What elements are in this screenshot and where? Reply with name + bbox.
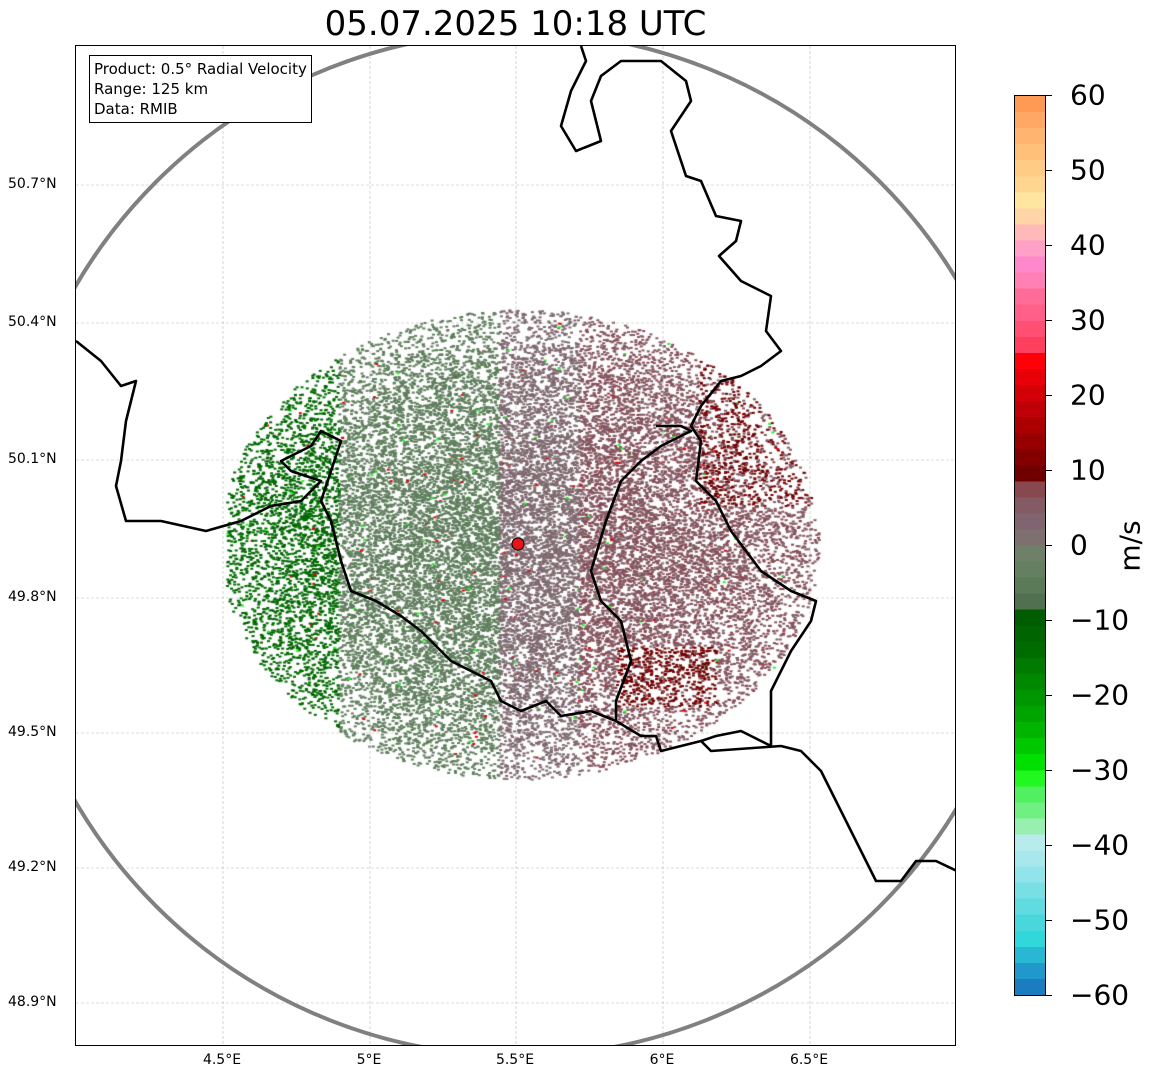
colorbar-tick-label: −50 <box>1070 903 1130 937</box>
colorbar-label: m/s <box>1113 520 1147 572</box>
lon-tick-label: 6.5°E <box>789 1052 829 1068</box>
map-axes <box>75 45 956 1046</box>
colorbar-tick <box>1046 95 1052 96</box>
border-france <box>76 339 617 723</box>
radar-site-marker <box>511 537 525 551</box>
product-info-box: Product: 0.5° Radial Velocity Range: 125… <box>89 55 312 123</box>
colorbar-tick <box>1046 395 1052 396</box>
lat-tick-label: 49.5°N <box>8 724 57 740</box>
info-product: Product: 0.5° Radial Velocity <box>94 60 307 78</box>
colorbar-tick <box>1046 620 1052 621</box>
colorbar-tick <box>1046 770 1052 771</box>
colorbar-tick-label: 60 <box>1070 78 1106 112</box>
colorbar-tick-label: −60 <box>1070 978 1130 1012</box>
colorbar-tick-label: 40 <box>1070 228 1106 262</box>
colorbar <box>1014 95 1046 996</box>
colorbar-tick-label: −20 <box>1070 678 1130 712</box>
figure-title: 05.07.2025 10:18 UTC <box>324 4 707 44</box>
info-data-source: Data: RMIB <box>94 100 178 118</box>
colorbar-tick-label: 50 <box>1070 153 1106 187</box>
info-range: Range: 125 km <box>94 80 209 98</box>
lat-tick-label: 49.2°N <box>8 859 57 875</box>
country-borders <box>76 46 955 883</box>
colorbar-tick-label: 30 <box>1070 303 1106 337</box>
border-germany <box>559 46 955 883</box>
colorbar-tick <box>1046 695 1052 696</box>
lat-tick-label: 50.7°N <box>8 176 57 192</box>
colorbar-tick-label: −40 <box>1070 828 1130 862</box>
lat-tick-label: 48.9°N <box>8 994 57 1010</box>
lon-tick-label: 6°E <box>649 1052 675 1068</box>
colorbar-tick <box>1046 245 1052 246</box>
colorbar-tick <box>1046 545 1052 546</box>
colorbar-tick-label: 0 <box>1070 528 1088 562</box>
lon-tick-label: 5°E <box>356 1052 382 1068</box>
gridlines <box>76 46 955 1045</box>
colorbar-tick <box>1046 470 1052 471</box>
lon-tick-label: 4.5°E <box>202 1052 242 1068</box>
lat-tick-label: 49.8°N <box>8 589 57 605</box>
colorbar-tick-label: −30 <box>1070 753 1130 787</box>
border-luxembourg <box>589 424 702 753</box>
colorbar-tick <box>1046 995 1052 996</box>
colorbar-tick <box>1046 170 1052 171</box>
colorbar-tick-label: −10 <box>1070 603 1130 637</box>
lat-tick-label: 50.1°N <box>8 451 57 467</box>
colorbar-tick <box>1046 320 1052 321</box>
colorbar-tick <box>1046 920 1052 921</box>
lon-tick-label: 5.5°E <box>495 1052 535 1068</box>
colorbar-tick-label: 10 <box>1070 453 1106 487</box>
lat-tick-label: 50.4°N <box>8 314 57 330</box>
map-overlay <box>76 46 955 1045</box>
colorbar-tick <box>1046 845 1052 846</box>
colorbar-tick-label: 20 <box>1070 378 1106 412</box>
